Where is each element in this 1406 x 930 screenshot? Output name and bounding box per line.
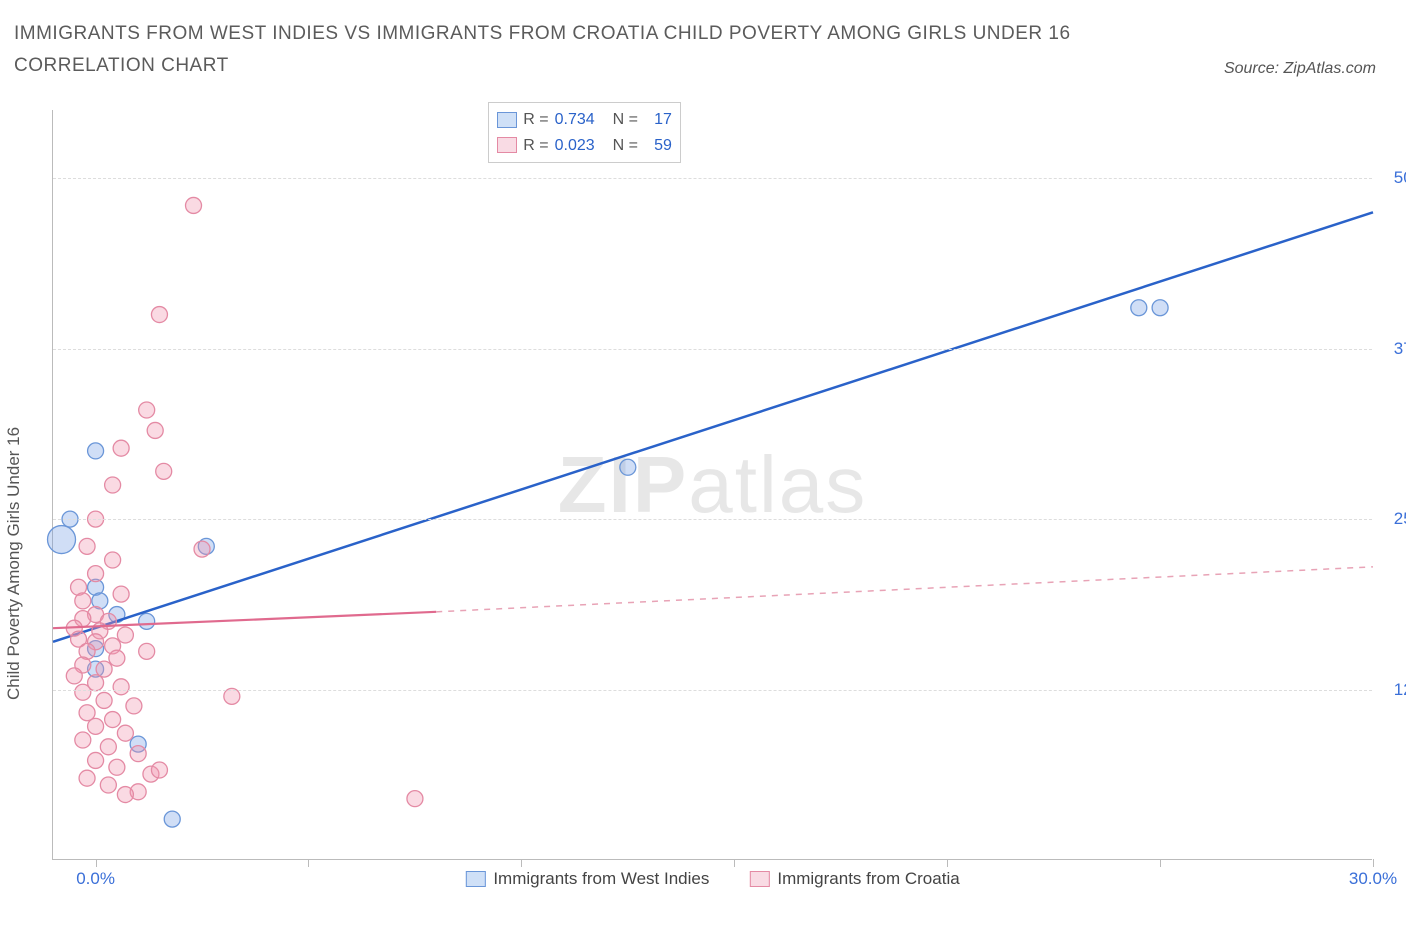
data-point [620, 459, 636, 475]
stat-r-label: R = [523, 107, 548, 133]
data-point [96, 692, 112, 708]
data-point [79, 538, 95, 554]
x-tick [521, 859, 522, 867]
legend-label: Immigrants from Croatia [777, 869, 959, 889]
data-point [139, 613, 155, 629]
y-tick-label: 25.0% [1382, 509, 1406, 529]
data-point [139, 402, 155, 418]
gridline [53, 519, 1372, 520]
stats-row: R = 0.734N =17 [497, 107, 672, 133]
data-point [156, 463, 172, 479]
x-tick [734, 859, 735, 867]
data-point [105, 552, 121, 568]
gridline [53, 178, 1372, 179]
data-point [66, 668, 82, 684]
x-tick [1373, 859, 1374, 867]
x-tick [947, 859, 948, 867]
stat-r-value: 0.023 [555, 133, 607, 159]
legend-swatch [465, 871, 485, 887]
chart-legend: Immigrants from West Indies Immigrants fr… [465, 869, 959, 889]
stat-n-label: N = [613, 133, 638, 159]
page-title: IMMIGRANTS FROM WEST INDIES VS IMMIGRANT… [14, 18, 1114, 83]
data-point [1131, 300, 1147, 316]
data-point [147, 422, 163, 438]
data-point [151, 762, 167, 778]
y-tick-label: 50.0% [1382, 168, 1406, 188]
data-point [105, 477, 121, 493]
stat-n-label: N = [613, 107, 638, 133]
data-point [75, 593, 91, 609]
stats-box: R = 0.734N =17 R = 0.023N =59 [488, 102, 681, 163]
x-tick [1160, 859, 1161, 867]
stat-n-value: 17 [644, 107, 672, 133]
data-point [117, 725, 133, 741]
x-tick [308, 859, 309, 867]
data-point [75, 732, 91, 748]
data-point [117, 787, 133, 803]
trend-line [53, 212, 1373, 642]
data-point [407, 791, 423, 807]
data-point [100, 777, 116, 793]
data-point [113, 586, 129, 602]
legend-item: Immigrants from West Indies [465, 869, 709, 889]
data-point [100, 739, 116, 755]
stat-n-value: 59 [644, 133, 672, 159]
data-point [113, 440, 129, 456]
data-point [186, 197, 202, 213]
data-point [164, 811, 180, 827]
data-point [109, 759, 125, 775]
data-point [151, 307, 167, 323]
data-point [75, 684, 91, 700]
legend-swatch [749, 871, 769, 887]
data-point [113, 679, 129, 695]
source-label: Source: ZipAtlas.com [1224, 60, 1376, 78]
y-axis-label: Child Poverty Among Girls Under 16 [4, 427, 24, 700]
data-point [88, 752, 104, 768]
series-swatch [497, 112, 517, 128]
data-point [139, 643, 155, 659]
data-point [109, 650, 125, 666]
data-point [130, 746, 146, 762]
legend-label: Immigrants from West Indies [493, 869, 709, 889]
x-tick-label: 30.0% [1349, 869, 1397, 889]
data-point [105, 712, 121, 728]
data-point [79, 770, 95, 786]
data-point [126, 698, 142, 714]
series-swatch [497, 137, 517, 153]
data-point [224, 688, 240, 704]
chart-svg [53, 110, 1373, 860]
stat-r-label: R = [523, 133, 548, 159]
gridline [53, 690, 1372, 691]
data-point [194, 541, 210, 557]
stats-row: R = 0.023N =59 [497, 133, 672, 159]
legend-item: Immigrants from Croatia [749, 869, 959, 889]
x-tick-label: 0.0% [76, 869, 115, 889]
trend-line-dashed [436, 567, 1373, 612]
data-point [1152, 300, 1168, 316]
data-point [88, 566, 104, 582]
x-tick [96, 859, 97, 867]
gridline [53, 349, 1372, 350]
y-tick-label: 37.5% [1382, 339, 1406, 359]
data-point [48, 526, 76, 554]
stat-r-value: 0.734 [555, 107, 607, 133]
data-point [88, 718, 104, 734]
data-point [117, 627, 133, 643]
data-point [88, 443, 104, 459]
y-tick-label: 12.5% [1382, 680, 1406, 700]
chart-plot-area: ZIPatlas R =0.734N =17R =0.023N =59 Immi… [52, 110, 1372, 860]
